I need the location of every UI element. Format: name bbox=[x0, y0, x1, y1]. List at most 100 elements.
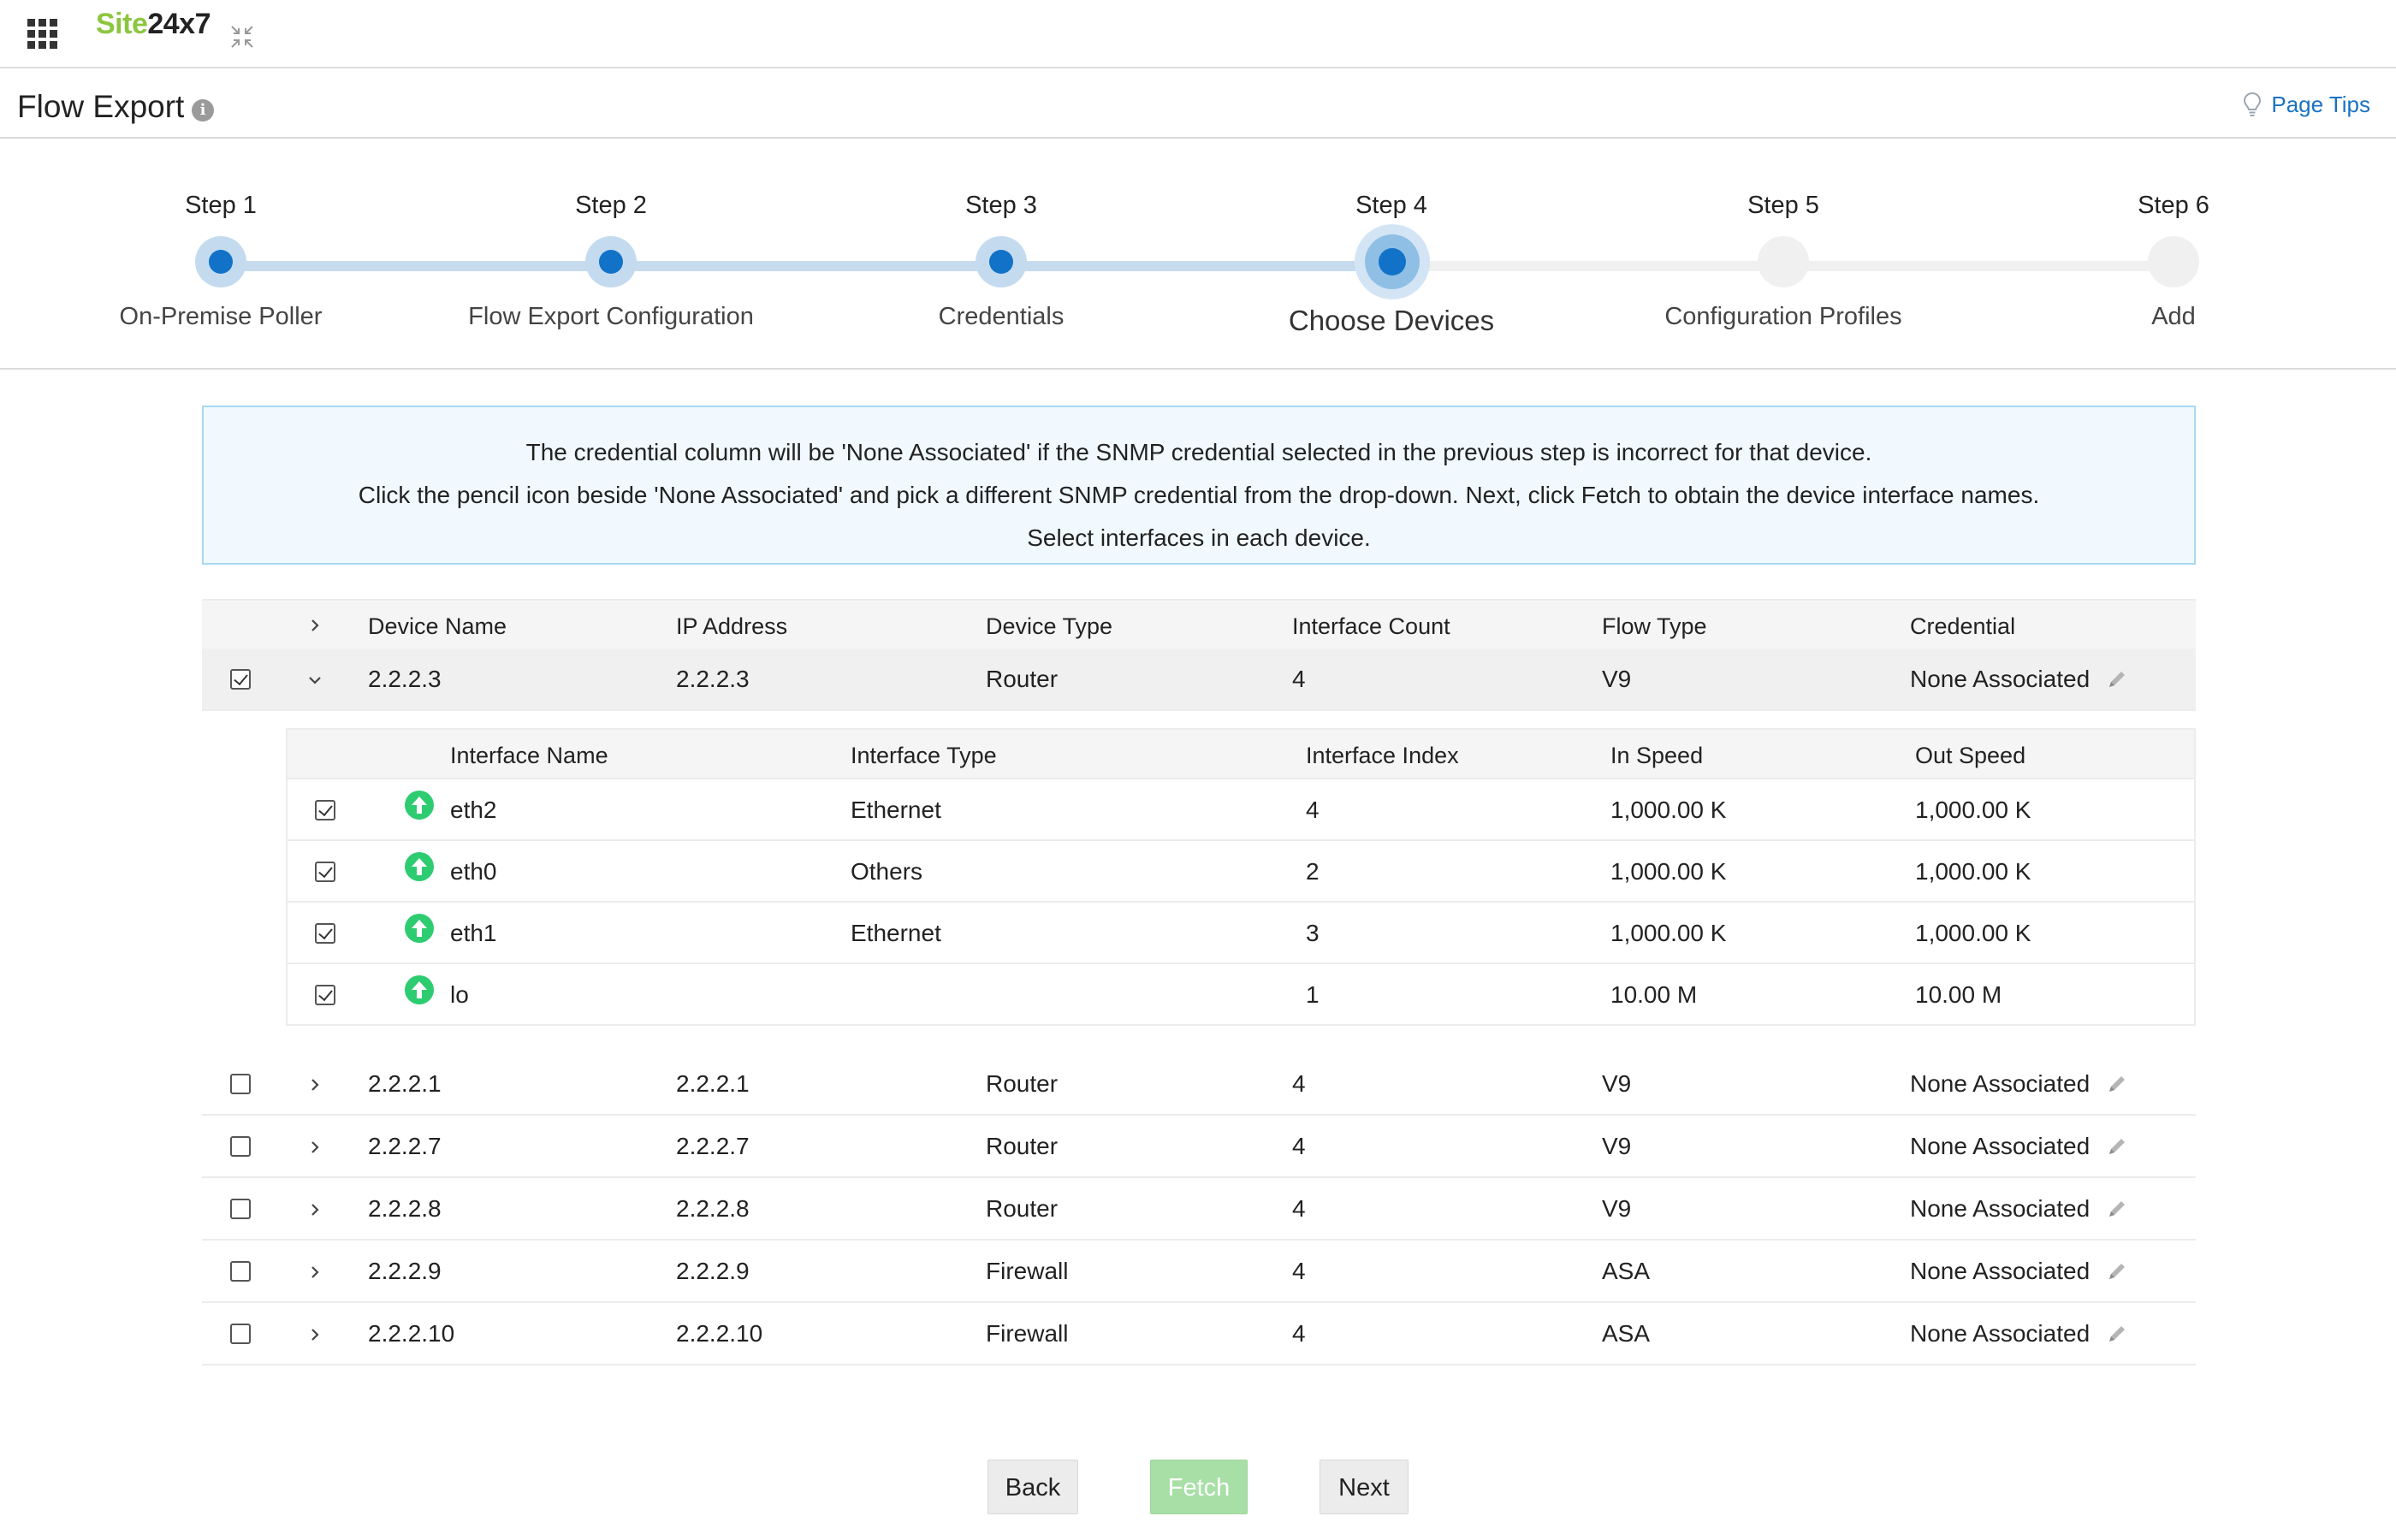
device-checkbox[interactable] bbox=[230, 1136, 251, 1157]
pencil-icon[interactable] bbox=[2105, 667, 2129, 691]
device-checkbox[interactable] bbox=[230, 1074, 251, 1094]
device-row[interactable]: 2.2.2.7 2.2.2.7 Router 4 V9 None Associa… bbox=[202, 1116, 2196, 1178]
out-speed: 1,000.00 K bbox=[1915, 858, 2031, 885]
interface-row[interactable]: lo 1 10.00 M 10.00 M bbox=[288, 964, 2194, 1026]
device-type: Firewall bbox=[986, 1258, 1069, 1284]
device-name: 2.2.2.7 bbox=[368, 1133, 442, 1159]
out-speed: 10.00 M bbox=[1915, 981, 2002, 1008]
next-button[interactable]: Next bbox=[1320, 1460, 1409, 1514]
credential: None Associated bbox=[1910, 1070, 2091, 1097]
collapse-arrows-icon[interactable] bbox=[229, 24, 255, 50]
page-tips-label: Page Tips bbox=[2271, 91, 2370, 117]
logo-text-24x7: 24x7 bbox=[147, 8, 211, 40]
collapse-row-chevron-icon[interactable] bbox=[305, 670, 325, 690]
interface-count: 4 bbox=[1292, 1133, 1306, 1159]
column-header-interface-name[interactable]: Interface Name bbox=[450, 743, 608, 768]
column-header-in-speed[interactable]: In Speed bbox=[1610, 743, 1704, 768]
device-row[interactable]: 2.2.2.1 2.2.2.1 Router 4 V9 None Associa… bbox=[202, 1053, 2196, 1116]
info-line-3: Select interfaces in each device. bbox=[1027, 524, 1371, 551]
interface-row[interactable]: eth1 Ethernet 3 1,000.00 K 1,000.00 K bbox=[288, 903, 2194, 964]
logo-text-site: Site bbox=[96, 8, 148, 40]
in-speed: 1,000.00 K bbox=[1610, 858, 1727, 885]
interface-count: 4 bbox=[1292, 666, 1306, 692]
interface-name: lo bbox=[450, 981, 469, 1008]
info-icon[interactable]: i bbox=[192, 99, 214, 121]
info-line-2: Click the pencil icon beside 'None Assoc… bbox=[358, 482, 2040, 508]
device-checkbox[interactable] bbox=[230, 669, 251, 690]
device-checkbox[interactable] bbox=[230, 1324, 251, 1344]
device-ip: 2.2.2.3 bbox=[676, 666, 750, 692]
expand-row-chevron-icon[interactable] bbox=[305, 1199, 325, 1220]
device-checkbox[interactable] bbox=[230, 1199, 251, 1219]
out-speed: 1,000.00 K bbox=[1915, 920, 2031, 946]
interface-checkbox[interactable] bbox=[315, 923, 335, 944]
column-header-interface-type[interactable]: Interface Type bbox=[851, 743, 997, 768]
in-speed: 1,000.00 K bbox=[1610, 797, 1727, 823]
column-header-device-type[interactable]: Device Type bbox=[986, 613, 1113, 639]
step-name: Configuration Profiles bbox=[1664, 303, 1902, 330]
column-header-credential[interactable]: Credential bbox=[1910, 613, 2016, 639]
column-header-ip-address[interactable]: IP Address bbox=[676, 613, 788, 639]
expand-row-chevron-icon[interactable] bbox=[305, 1137, 325, 1158]
expand-row-chevron-icon[interactable] bbox=[305, 1075, 325, 1095]
device-name: 2.2.2.8 bbox=[368, 1195, 442, 1222]
step-dot-pending bbox=[1758, 236, 1809, 287]
flow-type: V9 bbox=[1602, 1133, 1632, 1159]
interface-checkbox[interactable] bbox=[315, 862, 335, 882]
column-header-flow-type[interactable]: Flow Type bbox=[1602, 613, 1707, 639]
pencil-icon[interactable] bbox=[2105, 1197, 2129, 1221]
expand-row-chevron-icon[interactable] bbox=[305, 1262, 325, 1282]
expand-row-chevron-icon[interactable] bbox=[305, 1324, 325, 1345]
interface-table: Interface Name Interface Type Interface … bbox=[286, 728, 2196, 1026]
app-grid-icon[interactable] bbox=[27, 19, 58, 50]
step-name: Choose Devices bbox=[1288, 305, 1495, 336]
device-name: 2.2.2.3 bbox=[368, 666, 442, 692]
device-checkbox[interactable] bbox=[230, 1261, 251, 1282]
fetch-button[interactable]: Fetch bbox=[1150, 1460, 1248, 1514]
column-header-interface-count[interactable]: Interface Count bbox=[1292, 613, 1450, 639]
device-ip: 2.2.2.10 bbox=[676, 1320, 763, 1347]
interface-index: 2 bbox=[1306, 858, 1320, 885]
step-dot-completed bbox=[195, 236, 246, 287]
back-button[interactable]: Back bbox=[987, 1460, 1078, 1514]
pencil-icon[interactable] bbox=[2105, 1072, 2129, 1096]
device-name: 2.2.2.1 bbox=[368, 1070, 442, 1097]
step-number: Step 6 bbox=[2138, 192, 2209, 219]
column-header-out-speed[interactable]: Out Speed bbox=[1915, 743, 2026, 768]
page-header: Flow Export i Page Tips bbox=[0, 70, 2396, 139]
interface-row[interactable]: eth0 Others 2 1,000.00 K 1,000.00 K bbox=[288, 841, 2194, 903]
interface-checkbox[interactable] bbox=[315, 800, 335, 820]
pencil-icon[interactable] bbox=[2105, 1259, 2129, 1283]
interface-type: Ethernet bbox=[851, 920, 941, 946]
interface-type: Others bbox=[851, 858, 923, 885]
pencil-icon[interactable] bbox=[2105, 1134, 2129, 1158]
pencil-icon[interactable] bbox=[2105, 1322, 2129, 1346]
device-row[interactable]: 2.2.2.10 2.2.2.10 Firewall 4 ASA None As… bbox=[202, 1303, 2196, 1365]
info-message-box: The credential column will be 'None Asso… bbox=[202, 406, 2196, 565]
device-row[interactable]: 2.2.2.9 2.2.2.9 Firewall 4 ASA None Asso… bbox=[202, 1241, 2196, 1303]
in-speed: 1,000.00 K bbox=[1610, 920, 1727, 946]
interface-row[interactable]: eth2 Ethernet 4 1,000.00 K 1,000.00 K bbox=[288, 779, 2194, 841]
interface-index: 4 bbox=[1306, 797, 1320, 823]
expand-all-chevron-icon[interactable] bbox=[305, 615, 325, 636]
device-ip: 2.2.2.8 bbox=[676, 1195, 750, 1222]
device-row[interactable]: 2.2.2.8 2.2.2.8 Router 4 V9 None Associa… bbox=[202, 1178, 2196, 1241]
site24x7-logo[interactable]: Site24x7 bbox=[96, 7, 211, 41]
device-ip: 2.2.2.7 bbox=[676, 1133, 750, 1159]
device-table-header: Device Name IP Address Device Type Inter… bbox=[202, 599, 2196, 649]
credential: None Associated bbox=[1910, 1258, 2091, 1284]
column-header-device-name[interactable]: Device Name bbox=[368, 613, 507, 639]
page-tips-link[interactable]: Page Tips bbox=[2242, 91, 2370, 118]
credential: None Associated bbox=[1910, 666, 2091, 692]
flow-type: ASA bbox=[1602, 1320, 1651, 1347]
in-speed: 10.00 M bbox=[1610, 981, 1698, 1008]
interface-checkbox[interactable] bbox=[315, 985, 335, 1005]
lightbulb-icon bbox=[2244, 92, 2262, 116]
step-number: Step 3 bbox=[965, 192, 1037, 219]
step-dot-current bbox=[1355, 224, 1430, 299]
interface-index: 1 bbox=[1306, 981, 1320, 1008]
device-row[interactable]: 2.2.2.3 2.2.2.3 Router 4 V9 None Associa… bbox=[202, 649, 2196, 711]
interface-type: Ethernet bbox=[851, 797, 941, 823]
step-number: Step 1 bbox=[185, 192, 257, 219]
column-header-interface-index[interactable]: Interface Index bbox=[1306, 743, 1459, 768]
